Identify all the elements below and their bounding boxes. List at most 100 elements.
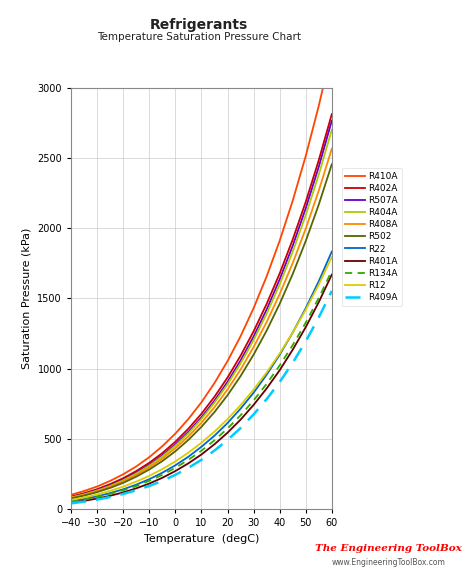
R12: [159, 466, 165, 473]
R134A: [68, 498, 74, 505]
R402A: [225, 374, 230, 381]
Line: R134A: R134A: [71, 271, 332, 502]
Y-axis label: Saturation Pressure (kPa): Saturation Pressure (kPa): [22, 228, 32, 369]
R409A: [316, 314, 322, 321]
R409A: [173, 472, 178, 479]
R404A: [329, 126, 335, 133]
R402A: [107, 481, 113, 488]
R22: [316, 278, 322, 285]
R22: [82, 495, 87, 503]
R402A: [303, 198, 309, 205]
R134A: [120, 487, 126, 494]
R502: [159, 457, 165, 464]
R402A: [146, 459, 152, 466]
R502: [238, 373, 244, 380]
R410A: [134, 463, 139, 470]
R22: [107, 490, 113, 497]
Line: R402A: R402A: [71, 114, 332, 497]
R409A: [94, 496, 100, 503]
R410A: [303, 153, 309, 160]
R402A: [134, 467, 139, 474]
R409A: [225, 436, 230, 443]
R409A: [264, 395, 270, 402]
R404A: [159, 453, 165, 460]
R22: [199, 443, 204, 450]
R401A: [290, 346, 296, 353]
R502: [134, 473, 139, 480]
R402A: [290, 236, 296, 243]
R408A: [251, 343, 256, 350]
R409A: [186, 464, 191, 472]
R12: [212, 428, 218, 435]
R134A: [316, 294, 322, 301]
R502: [225, 392, 230, 399]
R134A: [329, 267, 335, 274]
R401A: [238, 416, 244, 423]
R12: [225, 415, 230, 422]
R404A: [290, 248, 296, 255]
R502: [107, 484, 113, 491]
R409A: [277, 378, 283, 386]
R410A: [316, 102, 322, 109]
R134A: [134, 483, 139, 490]
R134A: [107, 490, 113, 497]
R22: [212, 432, 218, 439]
R410A: [186, 415, 191, 422]
R404A: [134, 470, 139, 477]
R134A: [159, 472, 165, 479]
R507A: [94, 487, 100, 494]
R402A: [159, 449, 165, 456]
R409A: [212, 447, 218, 454]
R408A: [68, 494, 74, 501]
R507A: [120, 476, 126, 483]
R502: [120, 479, 126, 486]
Line: R401A: R401A: [71, 274, 332, 503]
R502: [264, 327, 270, 334]
R22: [238, 405, 244, 412]
R502: [186, 436, 191, 443]
R408A: [303, 225, 309, 232]
R409A: [120, 490, 126, 497]
R134A: [225, 425, 230, 432]
R410A: [264, 273, 270, 280]
R401A: [199, 451, 204, 458]
R401A: [186, 460, 191, 467]
R402A: [329, 111, 335, 118]
R409A: [199, 456, 204, 463]
R404A: [146, 462, 152, 469]
R12: [107, 487, 113, 494]
R12: [277, 350, 283, 357]
R408A: [225, 386, 230, 393]
R408A: [329, 145, 335, 152]
Line: R404A: R404A: [71, 130, 332, 497]
R410A: [251, 305, 256, 312]
R401A: [159, 474, 165, 481]
R409A: [159, 477, 165, 484]
R507A: [68, 494, 74, 501]
R409A: [329, 287, 335, 294]
R410A: [120, 471, 126, 478]
Legend: R410A, R402A, R507A, R404A, R408A, R502, R22, R401A, R134A, R12, R409A: R410A, R402A, R507A, R404A, R408A, R502,…: [342, 168, 402, 306]
R409A: [146, 483, 152, 490]
R502: [251, 351, 256, 358]
R404A: [173, 442, 178, 449]
Text: Temperature Saturation Pressure Chart: Temperature Saturation Pressure Chart: [97, 32, 301, 42]
R12: [329, 253, 335, 260]
R404A: [120, 477, 126, 484]
R134A: [212, 437, 218, 444]
R12: [94, 491, 100, 498]
Line: R502: R502: [71, 164, 332, 498]
R507A: [329, 117, 335, 124]
R507A: [316, 163, 322, 170]
R507A: [225, 378, 230, 386]
R502: [290, 270, 296, 277]
R410A: [107, 477, 113, 484]
R410A: [277, 238, 283, 245]
R404A: [225, 381, 230, 388]
Text: Refrigerants: Refrigerants: [150, 18, 248, 32]
R507A: [159, 452, 165, 459]
R507A: [212, 397, 218, 404]
Line: R410A: R410A: [71, 50, 332, 495]
R134A: [146, 477, 152, 484]
R404A: [238, 360, 244, 367]
